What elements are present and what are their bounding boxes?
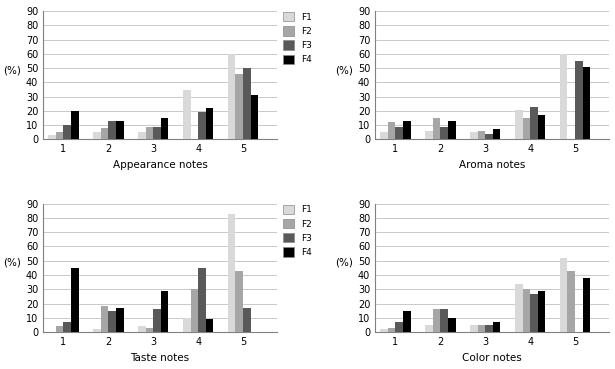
Bar bbox=[583, 67, 590, 139]
Bar bbox=[183, 90, 191, 139]
Bar bbox=[116, 121, 124, 139]
Bar bbox=[251, 95, 258, 139]
Bar bbox=[470, 325, 478, 332]
Bar bbox=[403, 121, 411, 139]
Bar bbox=[583, 278, 590, 332]
Bar bbox=[198, 268, 206, 332]
Bar bbox=[560, 54, 568, 139]
Y-axis label: (%): (%) bbox=[3, 65, 21, 75]
Bar bbox=[191, 289, 198, 332]
Bar bbox=[432, 309, 440, 332]
Bar bbox=[71, 111, 79, 139]
Bar bbox=[146, 328, 153, 332]
Bar bbox=[485, 134, 493, 139]
Bar bbox=[515, 284, 523, 332]
Legend: F1, F2, F3, F4: F1, F2, F3, F4 bbox=[279, 8, 315, 68]
Bar bbox=[448, 121, 456, 139]
Bar bbox=[228, 54, 236, 139]
Bar bbox=[485, 325, 493, 332]
Bar bbox=[206, 108, 213, 139]
Bar bbox=[63, 125, 71, 139]
Bar bbox=[153, 127, 161, 139]
Bar bbox=[568, 271, 575, 332]
X-axis label: Taste notes: Taste notes bbox=[130, 352, 189, 362]
Bar bbox=[161, 291, 169, 332]
Bar bbox=[530, 107, 538, 139]
X-axis label: Aroma notes: Aroma notes bbox=[459, 160, 525, 170]
Bar bbox=[48, 135, 55, 139]
Bar bbox=[228, 214, 236, 332]
X-axis label: Appearance notes: Appearance notes bbox=[113, 160, 207, 170]
Legend: F1, F2, F3, F4: F1, F2, F3, F4 bbox=[611, 8, 615, 68]
Bar bbox=[478, 325, 485, 332]
X-axis label: Color notes: Color notes bbox=[462, 352, 522, 362]
Legend: F1, F2, F3, F4: F1, F2, F3, F4 bbox=[611, 201, 615, 261]
Bar bbox=[183, 318, 191, 332]
Bar bbox=[101, 306, 108, 332]
Bar bbox=[198, 113, 206, 139]
Bar bbox=[108, 311, 116, 332]
Bar bbox=[138, 132, 146, 139]
Bar bbox=[440, 127, 448, 139]
Bar bbox=[101, 128, 108, 139]
Bar bbox=[538, 115, 546, 139]
Bar bbox=[560, 258, 568, 332]
Bar bbox=[470, 132, 478, 139]
Bar bbox=[515, 110, 523, 139]
Bar bbox=[448, 318, 456, 332]
Bar bbox=[523, 289, 530, 332]
Y-axis label: (%): (%) bbox=[335, 65, 353, 75]
Bar bbox=[243, 308, 251, 332]
Bar bbox=[493, 322, 501, 332]
Bar bbox=[146, 127, 153, 139]
Bar bbox=[425, 131, 432, 139]
Bar bbox=[523, 118, 530, 139]
Bar bbox=[387, 328, 395, 332]
Bar bbox=[108, 121, 116, 139]
Bar bbox=[236, 271, 243, 332]
Bar bbox=[71, 268, 79, 332]
Bar bbox=[575, 61, 583, 139]
Bar bbox=[236, 74, 243, 139]
Bar bbox=[380, 132, 387, 139]
Bar bbox=[432, 118, 440, 139]
Bar bbox=[387, 123, 395, 139]
Bar bbox=[440, 309, 448, 332]
Bar bbox=[530, 294, 538, 332]
Y-axis label: (%): (%) bbox=[335, 258, 353, 268]
Bar bbox=[93, 132, 101, 139]
Bar bbox=[55, 132, 63, 139]
Y-axis label: (%): (%) bbox=[3, 258, 21, 268]
Bar bbox=[161, 118, 169, 139]
Bar bbox=[93, 329, 101, 332]
Bar bbox=[380, 329, 387, 332]
Bar bbox=[395, 322, 403, 332]
Bar bbox=[403, 311, 411, 332]
Bar bbox=[206, 319, 213, 332]
Bar bbox=[395, 127, 403, 139]
Bar bbox=[116, 308, 124, 332]
Bar bbox=[425, 325, 432, 332]
Bar bbox=[63, 322, 71, 332]
Bar bbox=[153, 309, 161, 332]
Bar bbox=[538, 291, 546, 332]
Bar bbox=[55, 327, 63, 332]
Bar bbox=[478, 131, 485, 139]
Legend: F1, F2, F3, F4: F1, F2, F3, F4 bbox=[279, 201, 315, 261]
Bar bbox=[493, 130, 501, 139]
Bar bbox=[243, 68, 251, 139]
Bar bbox=[138, 327, 146, 332]
